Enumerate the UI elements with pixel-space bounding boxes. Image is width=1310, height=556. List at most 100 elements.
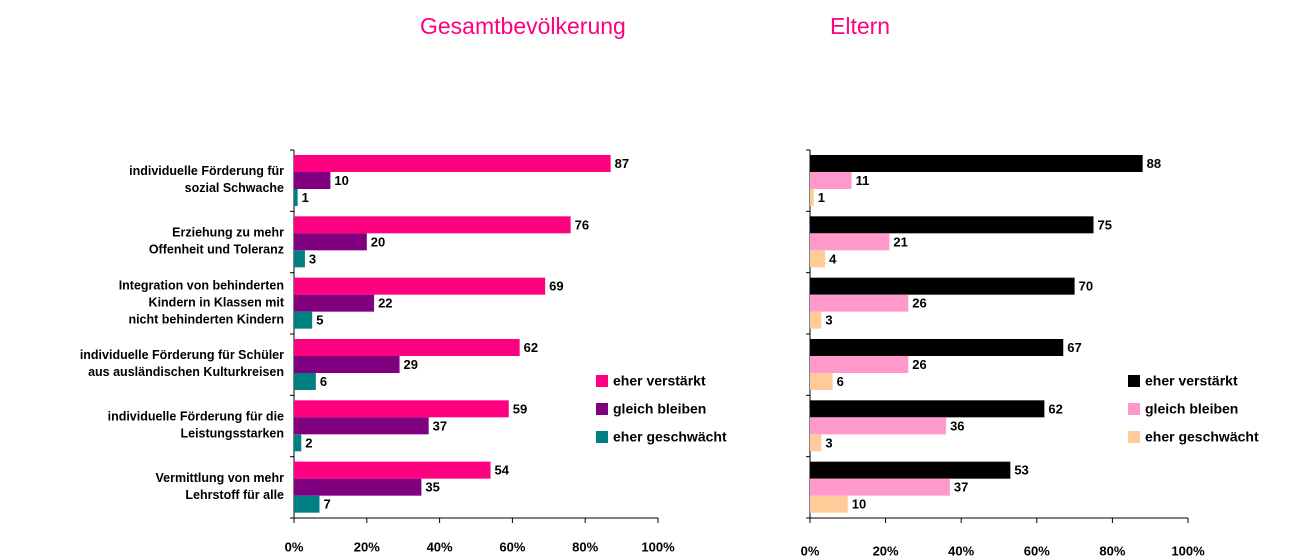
bar — [294, 400, 509, 418]
legend-swatch — [596, 403, 608, 415]
value-label: 5 — [316, 313, 323, 328]
legend-label: gleich bleiben — [613, 401, 706, 417]
value-label: 26 — [912, 296, 926, 311]
bar — [810, 250, 826, 268]
bar — [810, 400, 1045, 418]
legend-swatch — [1128, 403, 1140, 415]
bar — [810, 339, 1064, 356]
x-tick-label: 0% — [285, 539, 304, 554]
x-tick-label: 60% — [1024, 543, 1050, 556]
bar — [810, 478, 950, 496]
value-label: 2 — [305, 435, 312, 450]
value-label: 88 — [1147, 156, 1161, 171]
category-label: Integration von behinderten Kindern in Kl… — [119, 279, 285, 327]
value-label: 54 — [495, 463, 510, 478]
category-label: Vermittlung von mehr Lehrstoff für alle — [156, 471, 285, 502]
value-label: 69 — [549, 279, 563, 294]
legend-label: eher verstärkt — [1145, 373, 1238, 389]
value-label: 53 — [1014, 463, 1028, 478]
value-label: 20 — [371, 234, 385, 249]
value-label: 10 — [334, 173, 348, 188]
value-label: 62 — [1048, 401, 1062, 416]
value-label: 67 — [1067, 340, 1081, 355]
chart-title: Gesamtbevölkerung — [420, 13, 626, 39]
x-tick-label: 60% — [499, 539, 525, 554]
bar — [294, 189, 298, 206]
category-label: Erziehung zu mehr Offenheit und Toleranz — [149, 226, 284, 257]
bar — [294, 294, 375, 312]
bar — [810, 495, 848, 513]
bar — [294, 250, 305, 268]
value-label: 36 — [950, 418, 964, 433]
legend-label: eher verstärkt — [613, 373, 706, 389]
legend-label: eher geschwächt — [613, 429, 727, 445]
bar — [810, 155, 1143, 172]
value-label: 3 — [825, 435, 832, 450]
category-label: individuelle Förderung für sozial Schwach… — [129, 164, 284, 195]
bar — [294, 461, 491, 479]
category-label: individuelle Förderung für die Leistungss… — [108, 410, 284, 441]
bar — [810, 172, 852, 189]
x-tick-label: 20% — [873, 543, 899, 556]
value-label: 7 — [323, 497, 330, 512]
value-label: 87 — [615, 156, 629, 171]
legend-swatch — [1128, 375, 1140, 387]
bar — [294, 478, 422, 496]
value-label: 29 — [404, 357, 418, 372]
bar — [810, 356, 909, 373]
x-tick-label: 80% — [1099, 543, 1125, 556]
x-tick-label: 0% — [801, 543, 820, 556]
bar — [810, 311, 822, 329]
bar — [810, 233, 890, 251]
bar — [294, 216, 571, 234]
value-label: 37 — [954, 480, 968, 495]
value-label: 35 — [425, 480, 439, 495]
value-label: 76 — [575, 217, 589, 232]
bar — [294, 311, 313, 329]
value-label: 6 — [837, 374, 844, 389]
value-label: 59 — [513, 401, 527, 416]
bar — [810, 461, 1011, 479]
bar — [294, 233, 367, 251]
value-label: 1 — [302, 190, 309, 205]
chart-title: Eltern — [830, 13, 890, 39]
bar — [294, 417, 429, 435]
x-tick-label: 100% — [1171, 543, 1205, 556]
bar — [294, 339, 520, 356]
legend-label: eher geschwächt — [1145, 429, 1259, 445]
bar — [294, 373, 316, 390]
value-label: 1 — [818, 190, 825, 205]
x-tick-label: 40% — [427, 539, 453, 554]
legend-label: gleich bleiben — [1145, 401, 1238, 417]
x-tick-label: 40% — [948, 543, 974, 556]
bar — [810, 277, 1075, 295]
value-label: 3 — [309, 251, 316, 266]
bar — [294, 356, 400, 373]
bar — [810, 417, 947, 435]
category-label: individuelle Förderung für Schüler aus au… — [80, 348, 284, 379]
value-label: 70 — [1079, 279, 1093, 294]
bar — [810, 373, 833, 390]
value-label: 62 — [524, 340, 538, 355]
bar — [294, 155, 611, 172]
value-label: 6 — [320, 374, 327, 389]
bar — [294, 172, 331, 189]
x-tick-label: 100% — [641, 539, 675, 554]
value-label: 22 — [378, 296, 392, 311]
value-label: 11 — [856, 173, 870, 188]
bar — [810, 189, 814, 206]
bar — [810, 434, 822, 452]
value-label: 3 — [825, 313, 832, 328]
bar — [810, 216, 1094, 234]
value-label: 75 — [1098, 217, 1112, 232]
legend-swatch — [596, 431, 608, 443]
legend-swatch — [1128, 431, 1140, 443]
value-label: 26 — [912, 357, 926, 372]
x-tick-label: 20% — [354, 539, 380, 554]
legend-swatch — [596, 375, 608, 387]
bar — [294, 277, 546, 295]
value-label: 10 — [852, 497, 866, 512]
bar — [810, 294, 909, 312]
value-label: 21 — [893, 234, 907, 249]
